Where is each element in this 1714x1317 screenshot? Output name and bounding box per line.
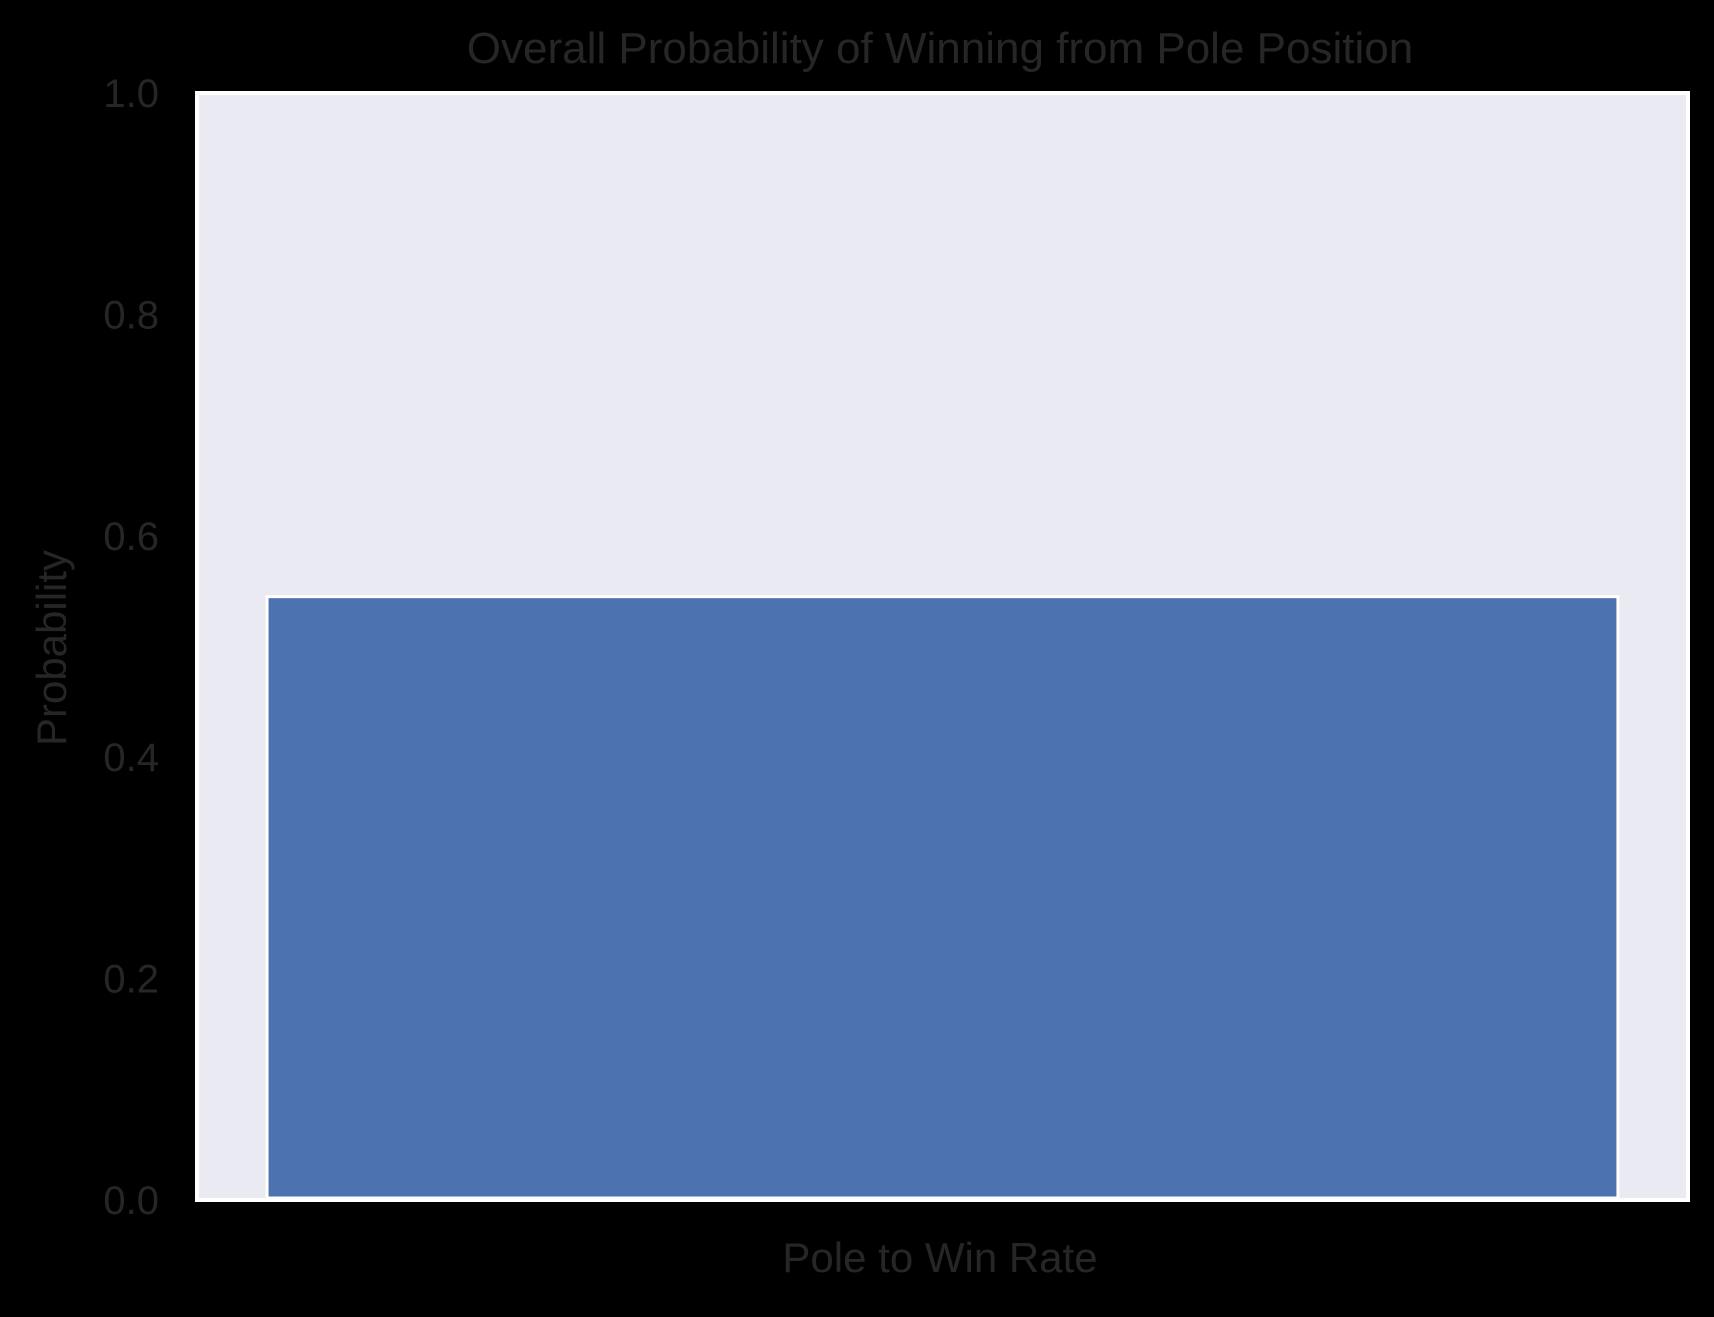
y-axis-label: Probability <box>28 550 75 746</box>
y-tick-label: 0.0 <box>103 1179 159 1223</box>
y-tick-label: 0.8 <box>103 293 159 337</box>
bar <box>265 595 1620 1200</box>
y-tick-label: 0.6 <box>103 515 159 559</box>
chart-title: Overall Probability of Winning from Pole… <box>467 24 1413 73</box>
bars-layer <box>265 595 1620 1200</box>
y-axis-ticks: 0.0 0.2 0.4 0.6 0.8 1.0 <box>103 72 159 1223</box>
x-axis-label: Pole to Win Rate <box>782 1234 1097 1281</box>
y-tick-label: 0.4 <box>103 736 159 780</box>
y-tick-label: 1.0 <box>103 72 159 116</box>
y-tick-label: 0.2 <box>103 958 159 1002</box>
